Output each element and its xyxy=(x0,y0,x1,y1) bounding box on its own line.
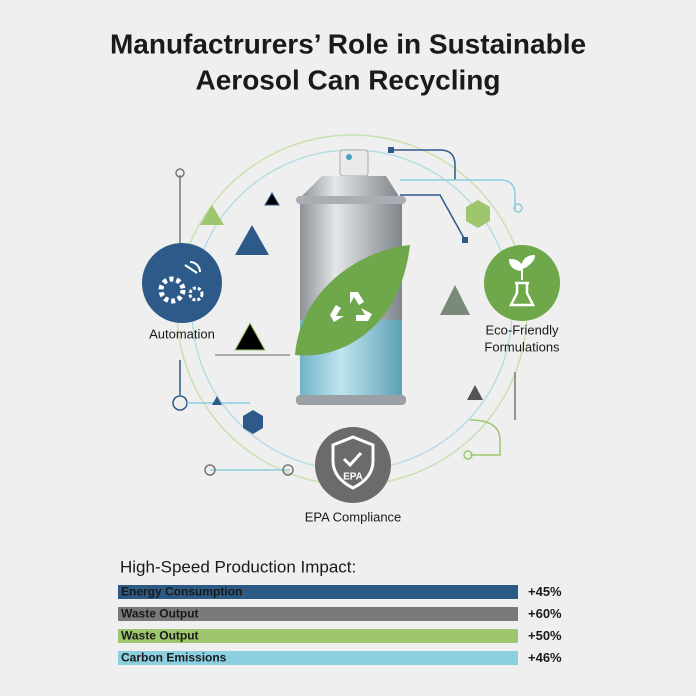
epa-node xyxy=(315,427,391,503)
automation-node xyxy=(142,243,222,323)
impact-rows: Energy Consumption +45% Waste Output +60% Wa… xyxy=(118,584,562,665)
title-line: Aerosol Can Recycling xyxy=(196,64,501,95)
node-label: EPA Compliance xyxy=(305,509,402,524)
impact-bar xyxy=(118,607,518,621)
impact-label: Waste Output xyxy=(121,629,199,643)
recycle-icon xyxy=(330,292,372,322)
impact-label: Carbon Emissions xyxy=(121,651,227,665)
badge-text: EPA xyxy=(343,472,363,483)
impact-bar xyxy=(118,629,518,643)
impact-bar xyxy=(118,651,518,665)
impact-value: +60% xyxy=(528,606,562,621)
impact-value: +46% xyxy=(528,650,562,665)
aerosol-can xyxy=(295,149,410,405)
impact-value: +45% xyxy=(528,584,562,599)
impact-heading: High-Speed Production Impact: xyxy=(120,557,356,576)
impact-label: Waste Output xyxy=(121,607,199,621)
node-label: Formulations xyxy=(484,339,560,354)
impact-label: Energy Consumption xyxy=(121,585,242,599)
node-label: Automation xyxy=(149,326,215,341)
impact-bar xyxy=(118,585,518,599)
impact-value: +50% xyxy=(528,628,562,643)
title-line: Manufactrurers’ Role in Sustainable xyxy=(110,28,586,59)
eco-node xyxy=(484,245,560,321)
node-label: Eco-Friendly xyxy=(486,322,559,337)
